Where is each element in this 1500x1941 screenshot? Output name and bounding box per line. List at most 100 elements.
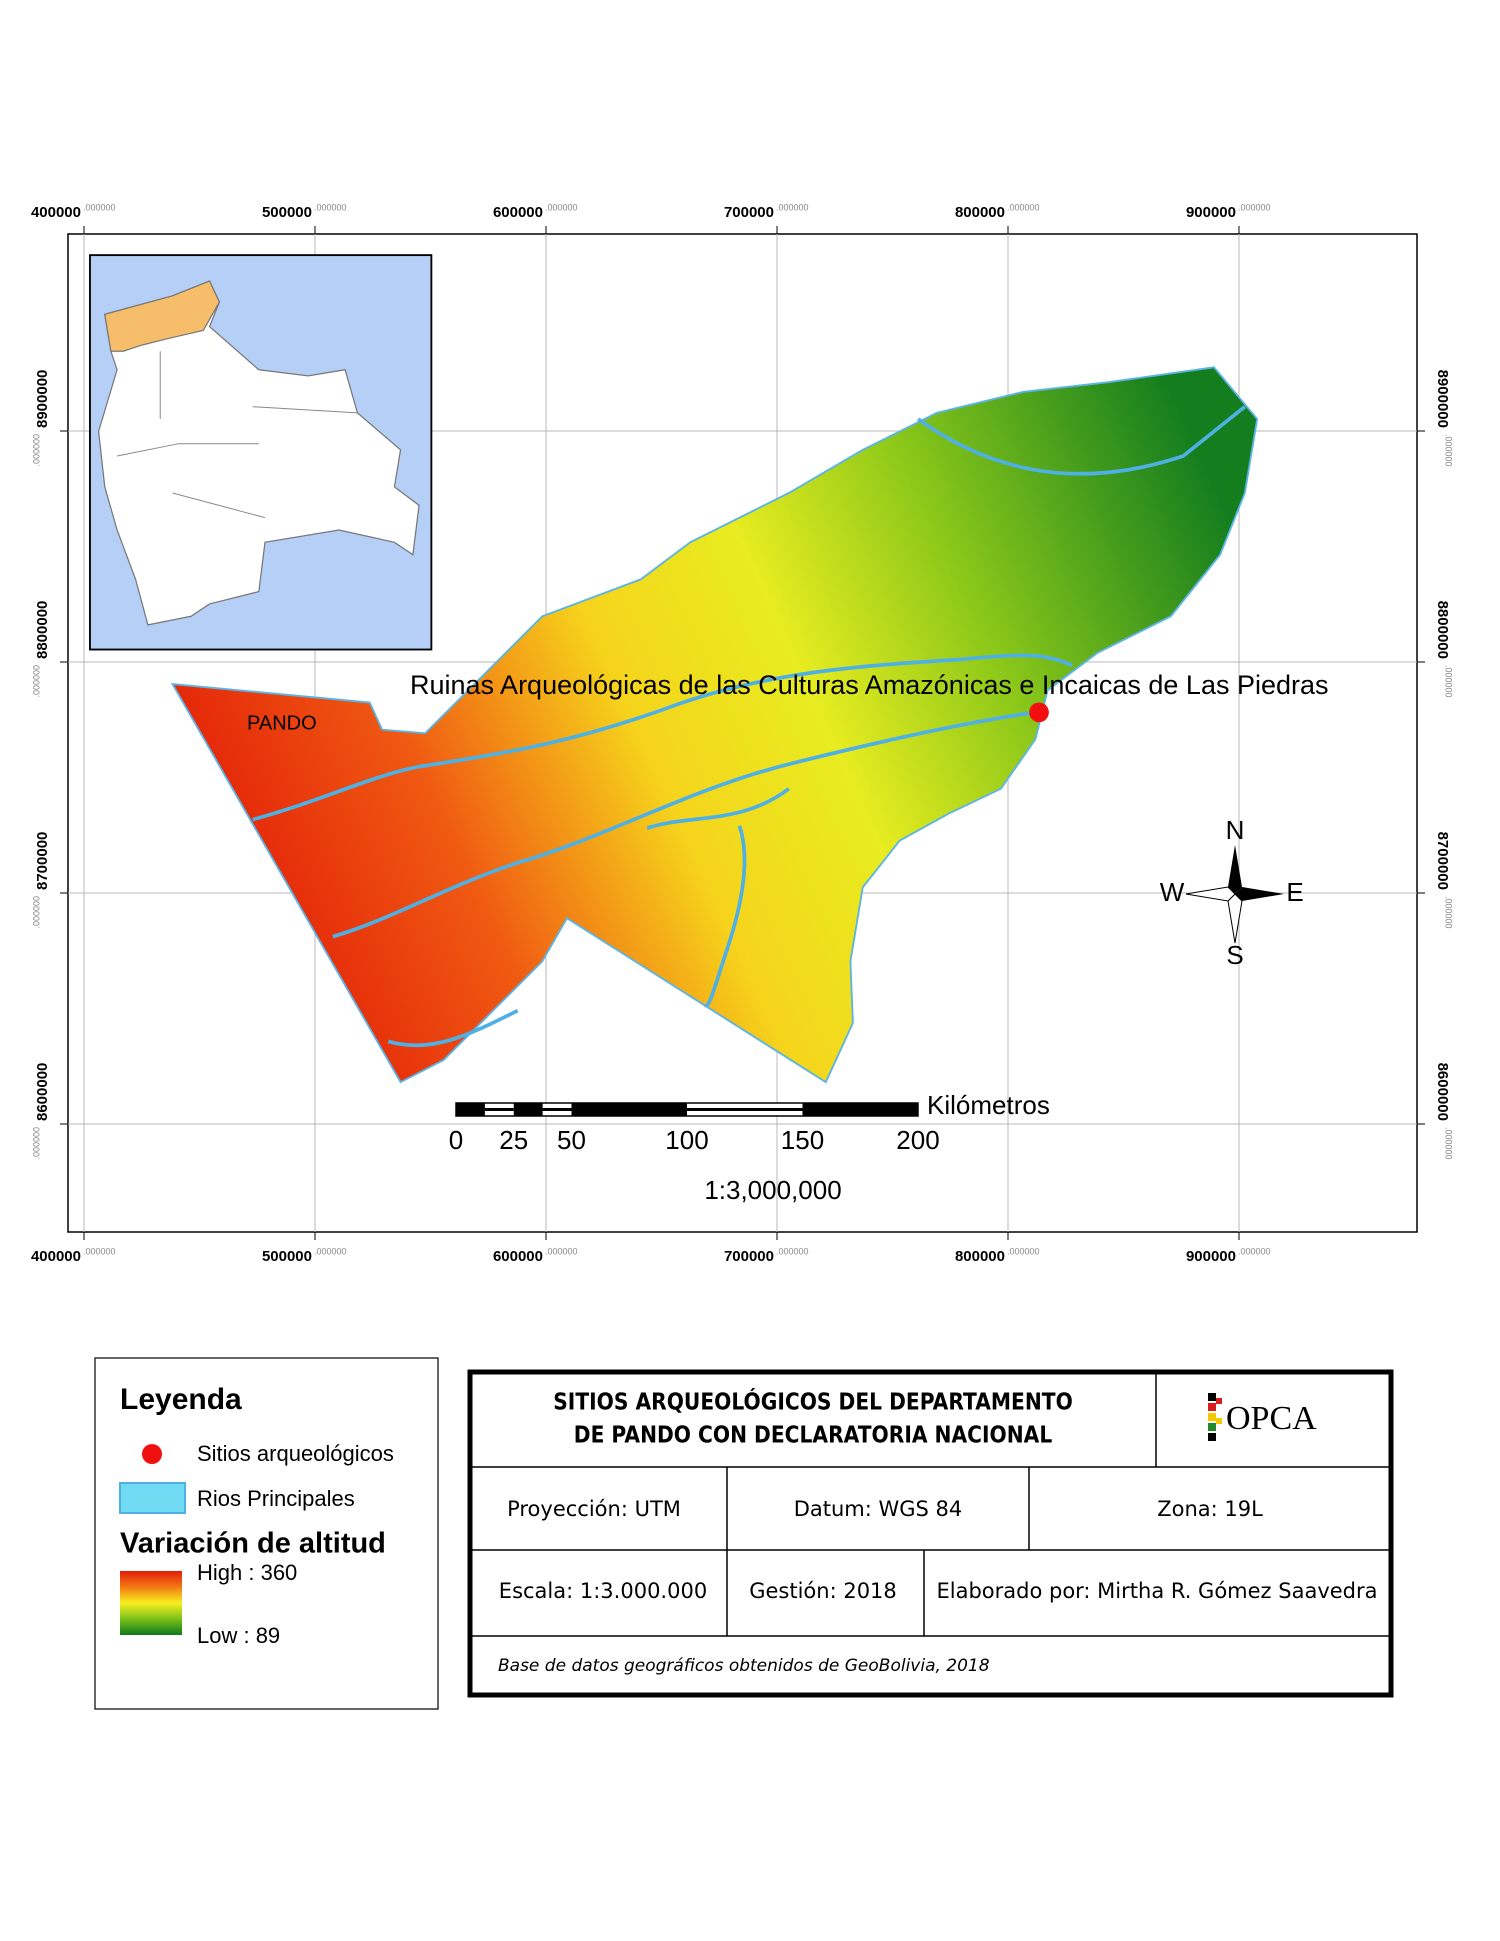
x-coordinate-label: 800000 [955,1248,1005,1265]
coordinate-decimals: .000000 [1238,202,1271,212]
legend-item: Rios Principales [197,1486,355,1511]
map-body [89,254,1259,1084]
coordinate-decimals: .000000 [776,202,809,212]
x-coordinate-label: 400000 [31,204,81,221]
scale-label: 100 [665,1125,708,1155]
scale-unit: Kilómetros [927,1090,1050,1120]
site-marker [1029,702,1049,723]
scale-bar-segment [687,1108,803,1111]
coordinate-decimals: .000000 [1444,434,1454,467]
coordinate-decimals: .000000 [31,896,41,929]
logo-mark [1208,1393,1222,1441]
compass: N S W E [1160,815,1304,970]
coordinate-decimals: .000000 [1007,1246,1040,1256]
x-coordinate-label: 700000 [724,1248,774,1265]
compass-s: S [1226,940,1243,970]
x-coordinate-label: 500000 [262,204,312,221]
scale-label: 25 [499,1125,528,1155]
y-coordinate-label: 8800000 [34,601,51,659]
y-coordinate: 8700000 .000000 [31,832,51,929]
y-coordinate: 8600000 .000000 [31,1063,51,1160]
title-grid [472,1372,1389,1637]
rivers [252,405,1246,1048]
scale-bar: 0 25 50 100 150 200 [449,1102,940,1155]
legend-river-symbol [119,1482,186,1514]
y-coordinate-label: 8600000 [1434,1063,1451,1121]
x-coordinate-label: 600000 [493,204,543,221]
scale-bar-segment [542,1108,572,1111]
scale-ratio: 1:3,000,000 [704,1175,841,1205]
coordinate-decimals: .000000 [31,434,41,467]
legend-site-symbol [142,1444,162,1464]
map-title: SITIOS ARQUEOLÓGICOS DEL DEPARTAMENTO [553,1388,1073,1416]
scale-label: 0 [449,1125,463,1155]
y-coordinate-label: 8900000 [34,370,51,428]
info-cell: Gestión: 2018 [749,1579,897,1603]
legend-low: Low : 89 [197,1623,280,1648]
scale-bar-segment [484,1108,514,1111]
title-frame [467,1369,1394,1698]
compass-w: W [1160,877,1185,907]
map-frame [67,233,1418,1233]
y-coordinate: 8700000 .000000 [1434,832,1454,929]
x-coordinate-label: 700000 [724,204,774,221]
x-coordinate-label: 900000 [1186,204,1236,221]
compass-n: N [1226,815,1245,845]
coordinate-decimals: .000000 [776,1246,809,1256]
y-coordinate-label: 8700000 [34,832,51,890]
inset-pando [104,280,221,352]
x-coordinate-label: 900000 [1186,1248,1236,1265]
compass-e: E [1286,877,1303,907]
scale-label: 150 [781,1125,824,1155]
coordinate-decimals: .000000 [83,1246,116,1256]
y-coordinate: 8600000 .000000 [1434,1063,1454,1160]
coordinate-decimals: .000000 [1444,896,1454,929]
y-coordinate: 8800000 .000000 [31,601,51,698]
inset-bolivia [97,280,420,626]
x-coordinate-label: 600000 [493,1248,543,1265]
site-label: Ruinas Arqueológicas de las Culturas Ama… [410,670,1329,700]
source-note: Base de datos geográficos obtenidos de G… [498,1656,990,1676]
coordinate-decimals: .000000 [1007,202,1040,212]
y-coordinate-label: 8600000 [34,1063,51,1121]
legend-frame [94,1357,439,1710]
y-coordinate-label: 8800000 [1434,601,1451,659]
legend-title: Leyenda [120,1383,242,1416]
scale-bar-segment [513,1103,543,1116]
region-label: PANDO [247,712,317,734]
y-coordinate-label: 8700000 [1434,832,1451,890]
map-title: DE PANDO CON DECLARATORIA NACIONAL [574,1422,1053,1449]
scale-label: 200 [896,1125,939,1155]
coordinate-decimals: .000000 [31,665,41,698]
info-cell: Escala: 1:3.000.000 [499,1579,707,1603]
info-cell: Datum: WGS 84 [794,1497,963,1521]
coordinate-decimals: .000000 [1444,665,1454,698]
x-coordinate-label: 800000 [955,204,1005,221]
scale-bar-segment [571,1103,687,1116]
legend: Leyenda Sitios arqueológicos Rios Princi… [94,1357,439,1710]
coordinate-decimals: .000000 [314,1246,347,1256]
x-coordinate-label: 400000 [31,1248,81,1265]
title-block: SITIOS ARQUEOLÓGICOS DEL DEPARTAMENTO DE… [467,1369,1394,1698]
coordinate-decimals: .000000 [545,202,578,212]
info-cell: Zona: 19L [1157,1497,1263,1521]
coordinate-decimals: .000000 [83,202,116,212]
coordinate-decimals: .000000 [545,1246,578,1256]
inset-boundaries [116,351,358,519]
pando-terrain [170,366,1259,1084]
legend-elevation-title: Variación de altitud [120,1528,386,1560]
legend-elevation-ramp [120,1571,182,1635]
coordinate-decimals: .000000 [1238,1246,1271,1256]
graticule: 400000.000000400000.000000500000.0000005… [31,202,1454,1265]
coordinate-decimals: .000000 [314,202,347,212]
coordinate-decimals: .000000 [31,1127,41,1160]
scale-label: 50 [557,1125,586,1155]
legend-high: High : 360 [197,1560,297,1585]
logo-text: OPCA [1226,1400,1317,1437]
info-cell: Proyección: UTM [507,1497,681,1521]
y-coordinate: 8800000 .000000 [1434,601,1454,698]
x-coordinate-label: 500000 [262,1248,312,1265]
info-cell: Elaborado por: Mirtha R. Gómez Saavedra [936,1579,1377,1603]
y-coordinate-label: 8900000 [1434,370,1451,428]
